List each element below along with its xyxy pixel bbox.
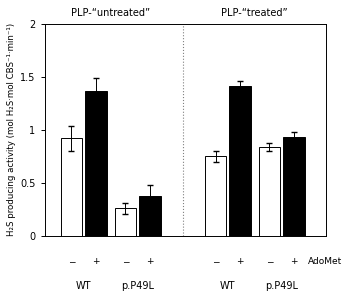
Bar [283, 137, 305, 236]
Bar [139, 196, 161, 236]
Bar [205, 156, 226, 236]
Text: +: + [290, 257, 298, 266]
Text: PLP-“treated”: PLP-“treated” [222, 8, 288, 18]
Bar [85, 91, 107, 236]
Text: +: + [146, 257, 154, 266]
Text: −: − [122, 257, 129, 266]
Text: p.P49L: p.P49L [265, 281, 298, 291]
Bar [229, 86, 251, 236]
Text: PLP-“untreated”: PLP-“untreated” [71, 8, 150, 18]
Text: p.P49L: p.P49L [121, 281, 154, 291]
Text: −: − [68, 257, 75, 266]
Bar [114, 208, 136, 236]
Text: −: − [266, 257, 273, 266]
Bar [61, 138, 82, 236]
Text: WT: WT [220, 281, 236, 291]
Text: −: − [212, 257, 219, 266]
Y-axis label: H₂S producing activity (mol H₂S·mol CBS⁻¹·min⁻¹): H₂S producing activity (mol H₂S·mol CBS⁻… [7, 23, 16, 236]
Text: AdoMet: AdoMet [308, 257, 342, 266]
Text: +: + [236, 257, 244, 266]
Bar [259, 147, 280, 236]
Text: +: + [92, 257, 100, 266]
Text: WT: WT [76, 281, 92, 291]
